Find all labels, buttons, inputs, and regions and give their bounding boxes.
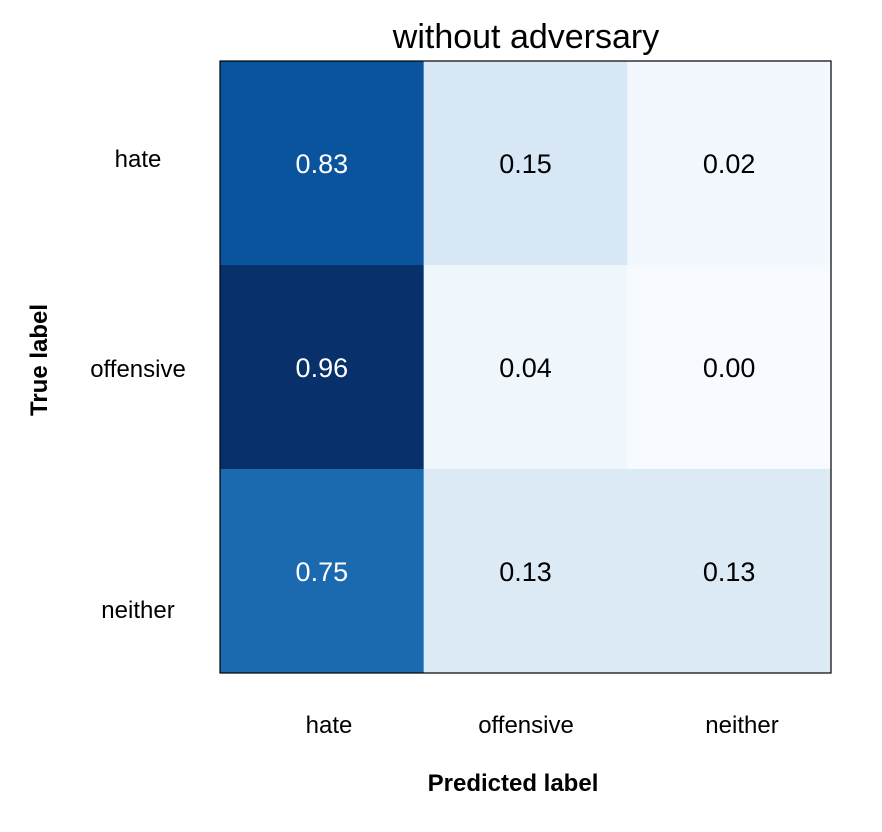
heatmap-cell [627, 61, 832, 266]
y-tick-label: neither [101, 597, 174, 624]
cell-value-label: 0.02 [703, 149, 756, 179]
cell-value-label: 0.00 [703, 353, 756, 383]
cell-value-label: 0.83 [296, 149, 349, 179]
y-tick-label: hate [115, 146, 162, 173]
x-tick-label: offensive [478, 712, 574, 739]
heatmap-cell [627, 265, 832, 470]
heatmap-cell [627, 469, 832, 674]
y-tick-label: offensive [90, 356, 186, 383]
cell-value-label: 0.04 [499, 353, 552, 383]
x-tick-label: hate [306, 712, 353, 739]
heatmap-cell [423, 265, 628, 470]
heatmap-cell [220, 469, 425, 674]
cell-value-label: 0.13 [703, 557, 756, 587]
heatmap-cell-labels: 0.83 0.15 0.02 0.96 0.04 0.00 0.75 0.13 0.13 [296, 149, 756, 587]
cell-value-label: 0.75 [296, 557, 349, 587]
cell-value-label: 0.13 [499, 557, 552, 587]
heatmap-cell [423, 469, 628, 674]
y-tick-labels: hate offensive neither [90, 146, 186, 624]
x-axis-title: Predicted label [428, 770, 599, 797]
x-tick-labels: hate offensive neither [306, 712, 779, 739]
cell-value-label: 0.15 [499, 149, 552, 179]
heatmap-cell [220, 265, 425, 470]
cell-value-label: 0.96 [296, 353, 349, 383]
heatmap-cells [220, 61, 832, 674]
y-axis-title: True label [26, 304, 53, 416]
heatmap-cell [423, 61, 628, 266]
x-tick-label: neither [705, 712, 778, 739]
heatmap-cell [220, 61, 425, 266]
chart-title: without adversary [392, 18, 659, 56]
plot-frame [219, 60, 832, 674]
